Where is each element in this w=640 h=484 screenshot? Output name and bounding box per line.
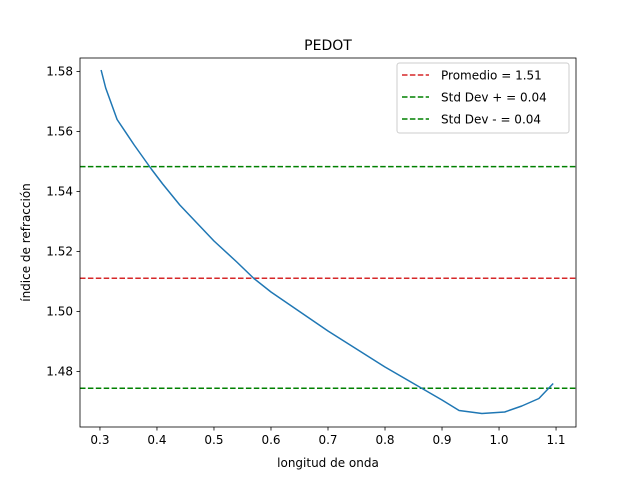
y-tick-label: 1.52 — [46, 245, 73, 259]
legend-box — [396, 62, 570, 134]
chart-title: PEDOT — [304, 38, 352, 54]
legend: Promedio = 1.51 Std Dev + = 0.04 Std Dev -… — [396, 62, 570, 134]
x-tick-label: 0.6 — [261, 433, 280, 447]
legend-label-3: Std Dev - = 0.04 — [441, 113, 541, 127]
y-tick-label: 1.54 — [46, 185, 73, 199]
x-tick-label: 1.0 — [489, 433, 508, 447]
y-axis-label: índice de refracción — [19, 183, 33, 302]
x-tick-label: 0.5 — [204, 433, 223, 447]
y-tick-label: 1.50 — [46, 305, 73, 319]
x-tick-label: 0.3 — [90, 433, 109, 447]
y-tick-label: 1.58 — [46, 65, 73, 79]
legend-label-2: Std Dev + = 0.04 — [441, 91, 547, 105]
legend-label-1: Promedio = 1.51 — [441, 69, 542, 83]
y-tick-label: 1.56 — [46, 125, 73, 139]
y-tick-label: 1.48 — [46, 365, 73, 379]
x-axis-label: longitud de onda — [277, 456, 379, 470]
x-ticks: 0.3 0.4 0.5 0.6 0.7 0.8 0.9 1.0 1.1 — [90, 427, 566, 447]
x-tick-label: 0.7 — [318, 433, 337, 447]
x-tick-label: 0.9 — [432, 433, 451, 447]
x-tick-label: 0.8 — [375, 433, 394, 447]
x-tick-label: 0.4 — [147, 433, 166, 447]
plot-content — [80, 69, 576, 415]
x-tick-label: 1.1 — [546, 433, 565, 447]
y-ticks: 1.48 1.50 1.52 1.54 1.56 1.58 — [46, 65, 80, 379]
series-line-1 — [100, 69, 554, 415]
